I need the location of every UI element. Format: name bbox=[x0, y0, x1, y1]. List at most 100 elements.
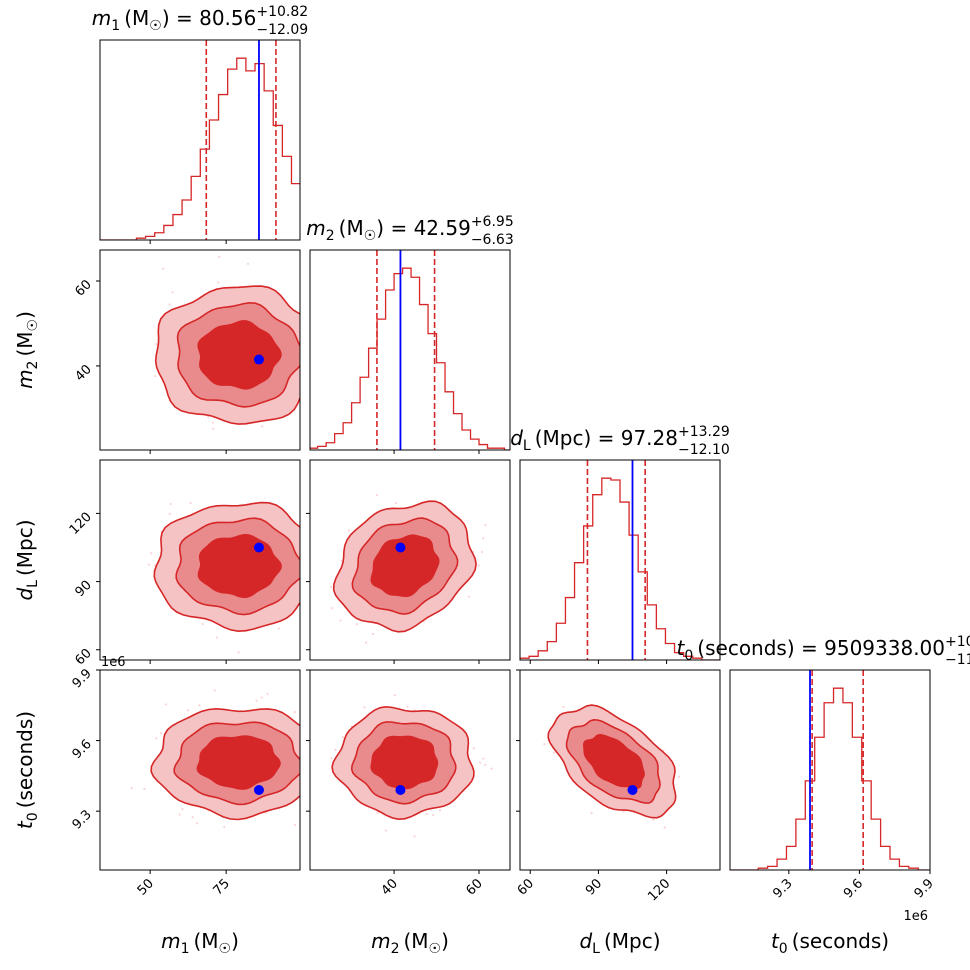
title-unit-subscript: ☉ bbox=[149, 18, 162, 34]
sample-point bbox=[315, 785, 317, 787]
sample-point bbox=[322, 399, 324, 401]
sample-point bbox=[198, 704, 201, 707]
sample-point bbox=[255, 699, 258, 702]
sample-point bbox=[334, 748, 337, 751]
histogram-step-line bbox=[100, 57, 300, 240]
sample-point bbox=[490, 767, 493, 770]
histogram-panel-t0: 9.3 9.6 9.9 bbox=[729, 669, 937, 901]
label-close: ) bbox=[881, 929, 889, 953]
title-symbol: m bbox=[306, 216, 325, 240]
label-subscript: 0 bbox=[779, 941, 788, 957]
sample-point bbox=[307, 547, 309, 549]
contour-level-1 bbox=[370, 735, 439, 790]
plot-area bbox=[330, 493, 487, 644]
sample-point bbox=[312, 550, 314, 552]
panel-frame bbox=[519, 669, 721, 871]
title-subscript: 0 bbox=[684, 648, 693, 664]
sample-point bbox=[372, 632, 375, 636]
sample-point bbox=[477, 564, 480, 567]
sample-point bbox=[181, 808, 184, 811]
label-unit: Mpc bbox=[612, 929, 653, 953]
x-tick-label: 9.9 bbox=[912, 876, 937, 901]
title-median: 97.28 bbox=[621, 426, 678, 450]
sample-point bbox=[331, 607, 334, 610]
label-paren: ( bbox=[788, 929, 800, 953]
label-symbol: d bbox=[13, 588, 37, 601]
sample-point bbox=[311, 580, 313, 582]
title-eq: ) = bbox=[376, 216, 413, 240]
sample-point bbox=[303, 424, 305, 426]
plot-area bbox=[154, 255, 329, 430]
sample-point bbox=[169, 502, 172, 506]
sample-point bbox=[229, 675, 231, 677]
panel-frame bbox=[99, 249, 301, 451]
truth-point bbox=[627, 785, 638, 795]
x-tick-label: 9.6 bbox=[841, 876, 866, 901]
title-paren: ( bbox=[531, 426, 543, 450]
truth-point bbox=[253, 542, 264, 553]
sample-point bbox=[217, 281, 220, 284]
sample-point bbox=[413, 835, 416, 838]
plot-area bbox=[100, 40, 300, 240]
sample-point bbox=[302, 388, 304, 390]
sample-point bbox=[363, 706, 366, 709]
sample-point bbox=[215, 636, 219, 639]
sample-point bbox=[303, 566, 305, 568]
title-eq: ) = bbox=[583, 426, 620, 450]
title-subscript: 2 bbox=[326, 228, 335, 244]
truth-point bbox=[253, 354, 264, 365]
label-subscript: 2 bbox=[391, 941, 400, 957]
label-unit: seconds bbox=[800, 929, 882, 953]
sample-point bbox=[663, 826, 666, 829]
sample-point bbox=[223, 825, 226, 829]
sample-point bbox=[293, 824, 297, 827]
contour-level-1 bbox=[582, 733, 645, 790]
plot-area bbox=[520, 460, 720, 660]
sample-point bbox=[186, 709, 190, 712]
label-symbol: m bbox=[13, 369, 37, 388]
label-close: ) bbox=[13, 311, 37, 319]
title-symbol: m bbox=[92, 6, 111, 30]
sample-point bbox=[130, 787, 133, 790]
sample-point bbox=[266, 692, 269, 695]
sample-point bbox=[472, 747, 475, 750]
sample-point bbox=[393, 693, 396, 697]
sample-point bbox=[677, 775, 680, 779]
sample-point bbox=[327, 314, 329, 316]
y-offset-text: 1e6 bbox=[101, 655, 126, 670]
label-paren: ( bbox=[600, 929, 612, 953]
title-unit: M bbox=[346, 216, 363, 240]
x-tick-label: 60 bbox=[515, 876, 537, 898]
plot-area bbox=[330, 693, 493, 838]
sample-point bbox=[293, 710, 297, 714]
sample-point bbox=[553, 751, 556, 754]
y-tick-label: 9.6 bbox=[70, 737, 95, 762]
label-symbol: t bbox=[13, 820, 37, 829]
sample-point bbox=[543, 742, 546, 746]
label-unit: Mpc bbox=[13, 527, 37, 568]
contour-level-1 bbox=[196, 735, 281, 790]
truth-point bbox=[395, 785, 406, 795]
title-unit: seconds bbox=[705, 636, 787, 660]
sample-point bbox=[365, 641, 368, 644]
panel-m2-vs-t0: 40 60 bbox=[306, 669, 511, 899]
histogram-panel-m2 bbox=[309, 249, 511, 454]
panel-frame bbox=[99, 459, 301, 661]
sample-point bbox=[590, 811, 593, 815]
label-unit: M bbox=[13, 331, 37, 348]
title-eq: ) = bbox=[162, 6, 199, 30]
sample-point bbox=[178, 813, 181, 816]
sample-point bbox=[301, 747, 303, 749]
label-subscript: 0 bbox=[25, 812, 41, 821]
sample-point bbox=[480, 550, 483, 554]
label-unit: M bbox=[411, 929, 428, 953]
x-tick-label: 60 bbox=[464, 876, 486, 898]
label-close: ) bbox=[13, 519, 37, 527]
panel-title: m2 (M☉) = 42.59 +6.95 −6.63 bbox=[306, 214, 513, 248]
panel-frame bbox=[519, 459, 721, 661]
contour-level-1 bbox=[370, 534, 440, 597]
sample-point bbox=[155, 342, 158, 346]
sample-point bbox=[260, 696, 263, 699]
sample-point bbox=[302, 359, 304, 361]
